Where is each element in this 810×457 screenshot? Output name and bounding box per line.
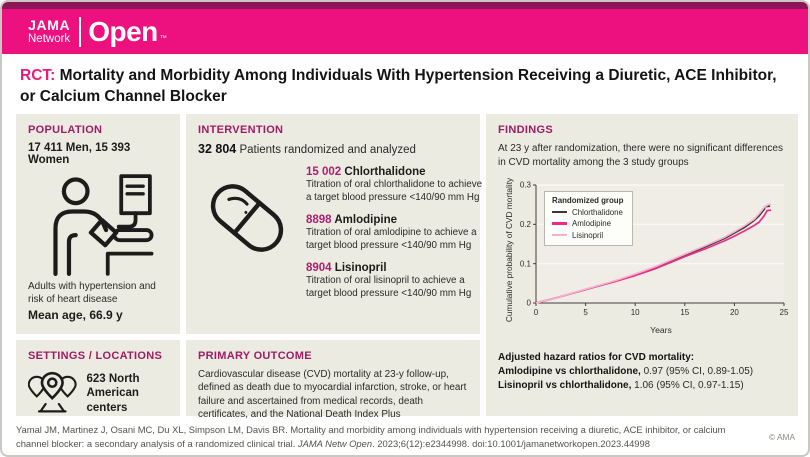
svg-text:20: 20: [730, 308, 739, 317]
article-title-text: Mortality and Morbidity Among Individual…: [20, 67, 777, 106]
blood-pressure-patient-icon: [53, 174, 154, 276]
map-pins-icon: [28, 371, 77, 413]
drug-count: 8904: [306, 261, 332, 274]
citation-text: Yamal JM, Martinez J, Osani MC, Du XL, S…: [16, 424, 726, 450]
network-text: Network: [28, 32, 71, 45]
intervention-total-count: 32 804: [198, 142, 237, 156]
population-mean-age: Mean age, 66.9 y: [28, 308, 123, 322]
hazard-ratios-block: Adjusted hazard ratios for CVD mortality…: [498, 351, 786, 394]
svg-text:0.3: 0.3: [520, 181, 532, 190]
study-type-tag: RCT:: [20, 67, 56, 84]
svg-text:0.1: 0.1: [520, 259, 532, 268]
hazard-ratios-heading: Adjusted hazard ratios for CVD mortality…: [498, 352, 695, 363]
chart-legend: Randomized group Chlorthalidone Amlodipi…: [544, 191, 634, 246]
citation-text-2: . 2023;6(12):e2344998. doi:10.1001/jaman…: [372, 438, 650, 450]
primary-outcome-text: Cardiovascular disease (CVD) mortality a…: [198, 369, 467, 421]
hazard-ratio-line-amlodipine: Amlodipine vs chlorthalidone, 0.97 (95% …: [498, 365, 786, 379]
population-counts: 17 411 Men, 15 393 Women: [28, 142, 131, 166]
panel-population: POPULATION 17 411 Men, 15 393 Women Adul…: [16, 114, 180, 334]
drug-name: Lisinopril: [334, 261, 387, 274]
population-description: Adults with hypertension and risk of hea…: [28, 281, 156, 305]
drug-name: Amlodipine: [334, 213, 397, 226]
drug-count: 8898: [306, 213, 332, 226]
pill-capsule-icon: [210, 184, 284, 252]
hazard-value: 0.97 (95% CI, 0.89-1.05): [643, 366, 754, 378]
population-header: POPULATION: [28, 124, 103, 136]
svg-text:0.2: 0.2: [520, 220, 532, 229]
legend-title: Randomized group: [552, 196, 624, 205]
legend-label: Chlorthalidone: [572, 207, 623, 217]
drug-description: Titration of oral lisinopril to achieve …: [306, 274, 472, 299]
settings-header: SETTINGS / LOCATIONS: [28, 350, 163, 362]
intervention-total-line: 32 804 Patients randomized and analyzed: [198, 142, 468, 156]
hazard-comparison: Lisinopril vs chlorthalidone,: [498, 380, 632, 392]
cvd-mortality-chart: Cumulative probability of CVD mortality …: [498, 177, 789, 345]
intervention-total-label: Patients randomized and analyzed: [239, 144, 416, 156]
legend-swatch: [552, 233, 567, 237]
findings-summary: At 23 y after randomization, there were …: [498, 143, 783, 168]
findings-header: FINDINGS: [498, 124, 553, 136]
drug-name: Chlorthalidone: [344, 166, 426, 178]
hazard-comparison: Amlodipine vs chlorthalidone,: [498, 366, 641, 378]
open-text: Open: [88, 15, 158, 47]
panel-settings-locations: SETTINGS / LOCATIONS 623 North American …: [16, 340, 180, 416]
drug-list: 15 002 Chlorthalidone Titration of oral …: [306, 166, 488, 310]
primary-outcome-header: PRIMARY OUTCOME: [198, 350, 312, 362]
svg-text:25: 25: [780, 308, 789, 317]
svg-text:10: 10: [631, 308, 640, 317]
footer-citation: Yamal JM, Martinez J, Osani MC, Du XL, S…: [16, 423, 760, 451]
legend-item-amlodipine: Amlodipine: [552, 219, 623, 228]
hazard-ratio-line-lisinopril: Lisinopril vs chlorthalidone, 1.06 (95% …: [498, 379, 786, 393]
drug-item-lisinopril: 8904 Lisinopril Titration of oral lisino…: [306, 262, 488, 301]
drug-description: Titration of oral amlodipine to achieve …: [306, 226, 477, 251]
top-strip: [2, 2, 808, 9]
svg-text:0: 0: [534, 308, 539, 317]
logo-divider: [79, 16, 82, 47]
jama-network-wordmark: JAMA Network: [28, 18, 70, 46]
legend-item-lisinopril: Lisinopril: [552, 231, 623, 240]
drug-item-chlorthalidone: 15 002 Chlorthalidone Titration of oral …: [306, 166, 488, 205]
article-title: RCT: Mortality and Morbidity Among Indiv…: [2, 54, 808, 108]
intervention-header: INTERVENTION: [198, 124, 284, 136]
panel-primary-outcome: PRIMARY OUTCOME Cardiovascular disease (…: [186, 340, 480, 420]
legend-swatch: [552, 222, 567, 225]
svg-text:15: 15: [680, 308, 689, 317]
drug-count: 15 002: [306, 166, 342, 178]
drug-item-amlodipine: 8898 Amlodipine Titration of oral amlodi…: [306, 214, 488, 253]
panel-intervention: INTERVENTION 32 804 Patients randomized …: [186, 114, 482, 334]
legend-swatch: [552, 210, 567, 214]
legend-item-chlorthalidone: Chlorthalidone: [552, 208, 623, 217]
brand-header: JAMA Network Open ™: [2, 9, 808, 54]
jama-text: JAMA: [28, 16, 71, 33]
panel-findings: FINDINGS At 23 y after randomization, th…: [486, 114, 798, 416]
open-wordmark: Open ™: [88, 15, 167, 47]
legend-label: Amlodipine: [572, 219, 612, 228]
svg-text:0: 0: [527, 299, 532, 308]
svg-text:5: 5: [583, 308, 588, 317]
trademark-symbol: ™: [159, 34, 167, 42]
jama-network-open-logo: JAMA Network Open ™: [28, 15, 167, 47]
hazard-value: 1.06 (95% CI, 0.97-1.15): [634, 380, 744, 392]
chart-y-axis-label: Cumulative probability of CVD mortality: [504, 177, 514, 323]
settings-text: 623 North American centers: [86, 373, 140, 414]
chart-x-axis-label: Years: [650, 325, 672, 335]
journal-name: JAMA Netw Open: [297, 438, 373, 450]
copyright-notice: © AMA: [769, 432, 795, 442]
drug-description: Titration of oral chlorthalidone to achi…: [306, 179, 483, 203]
legend-label: Lisinopril: [572, 230, 604, 240]
